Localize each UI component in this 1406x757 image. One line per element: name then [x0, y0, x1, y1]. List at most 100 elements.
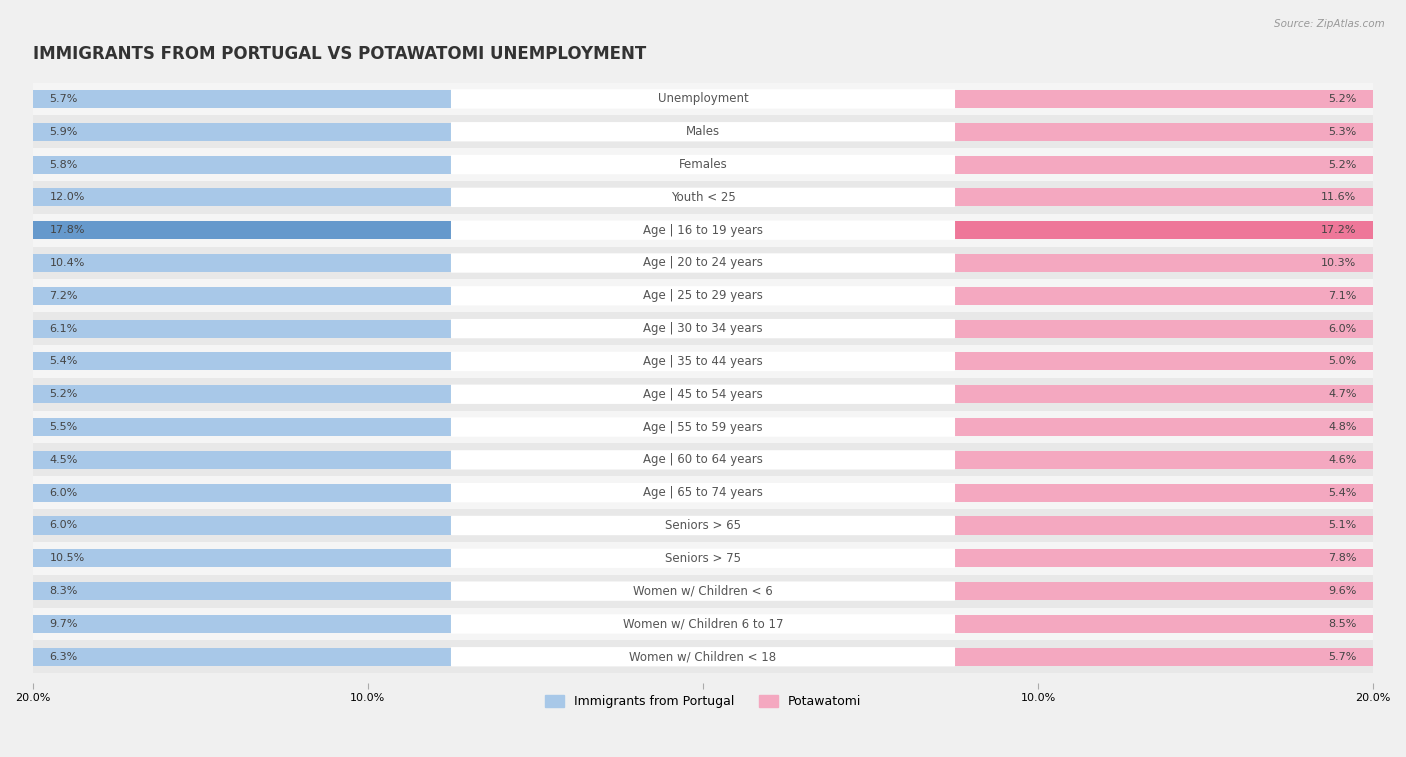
Bar	[703, 319, 1374, 338]
Text: 5.2%: 5.2%	[49, 389, 77, 399]
Text: 6.1%: 6.1%	[49, 324, 77, 334]
Bar	[703, 451, 1374, 469]
Bar	[32, 385, 703, 403]
Bar	[32, 444, 1374, 476]
Bar	[32, 550, 703, 567]
Text: 6.0%: 6.0%	[1329, 324, 1357, 334]
Bar	[32, 615, 703, 633]
Bar	[703, 550, 1374, 567]
Bar	[703, 254, 1374, 272]
FancyBboxPatch shape	[451, 483, 955, 503]
Text: Source: ZipAtlas.com: Source: ZipAtlas.com	[1274, 19, 1385, 29]
FancyBboxPatch shape	[451, 450, 955, 469]
Bar	[32, 516, 703, 534]
Text: 5.1%: 5.1%	[1329, 521, 1357, 531]
Bar	[32, 582, 703, 600]
Text: Unemployment: Unemployment	[658, 92, 748, 105]
Text: 6.0%: 6.0%	[49, 488, 77, 497]
Text: Women w/ Children 6 to 17: Women w/ Children 6 to 17	[623, 618, 783, 631]
Text: 9.7%: 9.7%	[49, 619, 77, 629]
Bar	[32, 319, 703, 338]
Bar	[703, 90, 1374, 108]
Text: 5.2%: 5.2%	[1329, 94, 1357, 104]
Text: 8.3%: 8.3%	[49, 586, 77, 596]
FancyBboxPatch shape	[451, 155, 955, 174]
Text: Age | 65 to 74 years: Age | 65 to 74 years	[643, 486, 763, 499]
FancyBboxPatch shape	[451, 319, 955, 338]
FancyBboxPatch shape	[451, 581, 955, 601]
Bar	[703, 353, 1374, 370]
Text: 6.3%: 6.3%	[49, 652, 77, 662]
Text: Women w/ Children < 6: Women w/ Children < 6	[633, 584, 773, 597]
FancyBboxPatch shape	[451, 220, 955, 240]
Bar	[32, 254, 703, 272]
Text: 7.2%: 7.2%	[49, 291, 77, 301]
Bar	[32, 188, 703, 207]
Bar	[32, 353, 703, 370]
Text: 4.6%: 4.6%	[1329, 455, 1357, 465]
FancyBboxPatch shape	[451, 549, 955, 568]
Bar	[32, 155, 703, 173]
FancyBboxPatch shape	[451, 122, 955, 142]
Bar	[32, 509, 1374, 542]
Bar	[32, 345, 1374, 378]
Text: 5.8%: 5.8%	[49, 160, 77, 170]
FancyBboxPatch shape	[451, 254, 955, 273]
Text: 17.2%: 17.2%	[1322, 225, 1357, 235]
Bar	[703, 155, 1374, 173]
Text: Age | 25 to 29 years: Age | 25 to 29 years	[643, 289, 763, 302]
FancyBboxPatch shape	[451, 516, 955, 535]
Text: Seniors > 65: Seniors > 65	[665, 519, 741, 532]
Bar	[703, 615, 1374, 633]
Bar	[32, 575, 1374, 608]
FancyBboxPatch shape	[451, 352, 955, 371]
Text: 5.3%: 5.3%	[1329, 126, 1357, 137]
Text: 4.8%: 4.8%	[1329, 422, 1357, 432]
Bar	[32, 279, 1374, 312]
Bar	[32, 90, 703, 108]
Bar	[703, 516, 1374, 534]
Bar	[32, 148, 1374, 181]
Text: 17.8%: 17.8%	[49, 225, 84, 235]
Text: 9.6%: 9.6%	[1329, 586, 1357, 596]
Bar	[32, 542, 1374, 575]
Bar	[703, 385, 1374, 403]
Text: 4.7%: 4.7%	[1329, 389, 1357, 399]
FancyBboxPatch shape	[451, 385, 955, 404]
Bar	[32, 648, 703, 665]
Text: Females: Females	[679, 158, 727, 171]
Text: 5.9%: 5.9%	[49, 126, 77, 137]
Text: Age | 60 to 64 years: Age | 60 to 64 years	[643, 453, 763, 466]
Text: IMMIGRANTS FROM PORTUGAL VS POTAWATOMI UNEMPLOYMENT: IMMIGRANTS FROM PORTUGAL VS POTAWATOMI U…	[32, 45, 645, 63]
Bar	[32, 181, 1374, 213]
Text: 5.4%: 5.4%	[1329, 488, 1357, 497]
FancyBboxPatch shape	[451, 89, 955, 108]
Text: Youth < 25: Youth < 25	[671, 191, 735, 204]
Text: 5.7%: 5.7%	[49, 94, 77, 104]
Bar	[32, 484, 703, 502]
Text: Age | 20 to 24 years: Age | 20 to 24 years	[643, 257, 763, 269]
Text: Seniors > 75: Seniors > 75	[665, 552, 741, 565]
Text: 4.5%: 4.5%	[49, 455, 77, 465]
Bar	[32, 213, 1374, 247]
Bar	[32, 410, 1374, 444]
Text: 5.7%: 5.7%	[1329, 652, 1357, 662]
Text: 5.0%: 5.0%	[1329, 357, 1357, 366]
Bar	[32, 378, 1374, 410]
FancyBboxPatch shape	[451, 286, 955, 306]
Text: 7.8%: 7.8%	[1329, 553, 1357, 563]
FancyBboxPatch shape	[451, 647, 955, 666]
Bar	[703, 123, 1374, 141]
Text: 10.5%: 10.5%	[49, 553, 84, 563]
Legend: Immigrants from Portugal, Potawatomi: Immigrants from Portugal, Potawatomi	[540, 690, 866, 713]
Bar	[703, 418, 1374, 436]
FancyBboxPatch shape	[451, 417, 955, 437]
Text: Age | 30 to 34 years: Age | 30 to 34 years	[643, 322, 763, 335]
Text: 11.6%: 11.6%	[1322, 192, 1357, 202]
FancyBboxPatch shape	[451, 188, 955, 207]
Bar	[32, 221, 703, 239]
Text: Age | 16 to 19 years: Age | 16 to 19 years	[643, 223, 763, 237]
Bar	[703, 484, 1374, 502]
Bar	[32, 83, 1374, 115]
Bar	[703, 188, 1374, 207]
